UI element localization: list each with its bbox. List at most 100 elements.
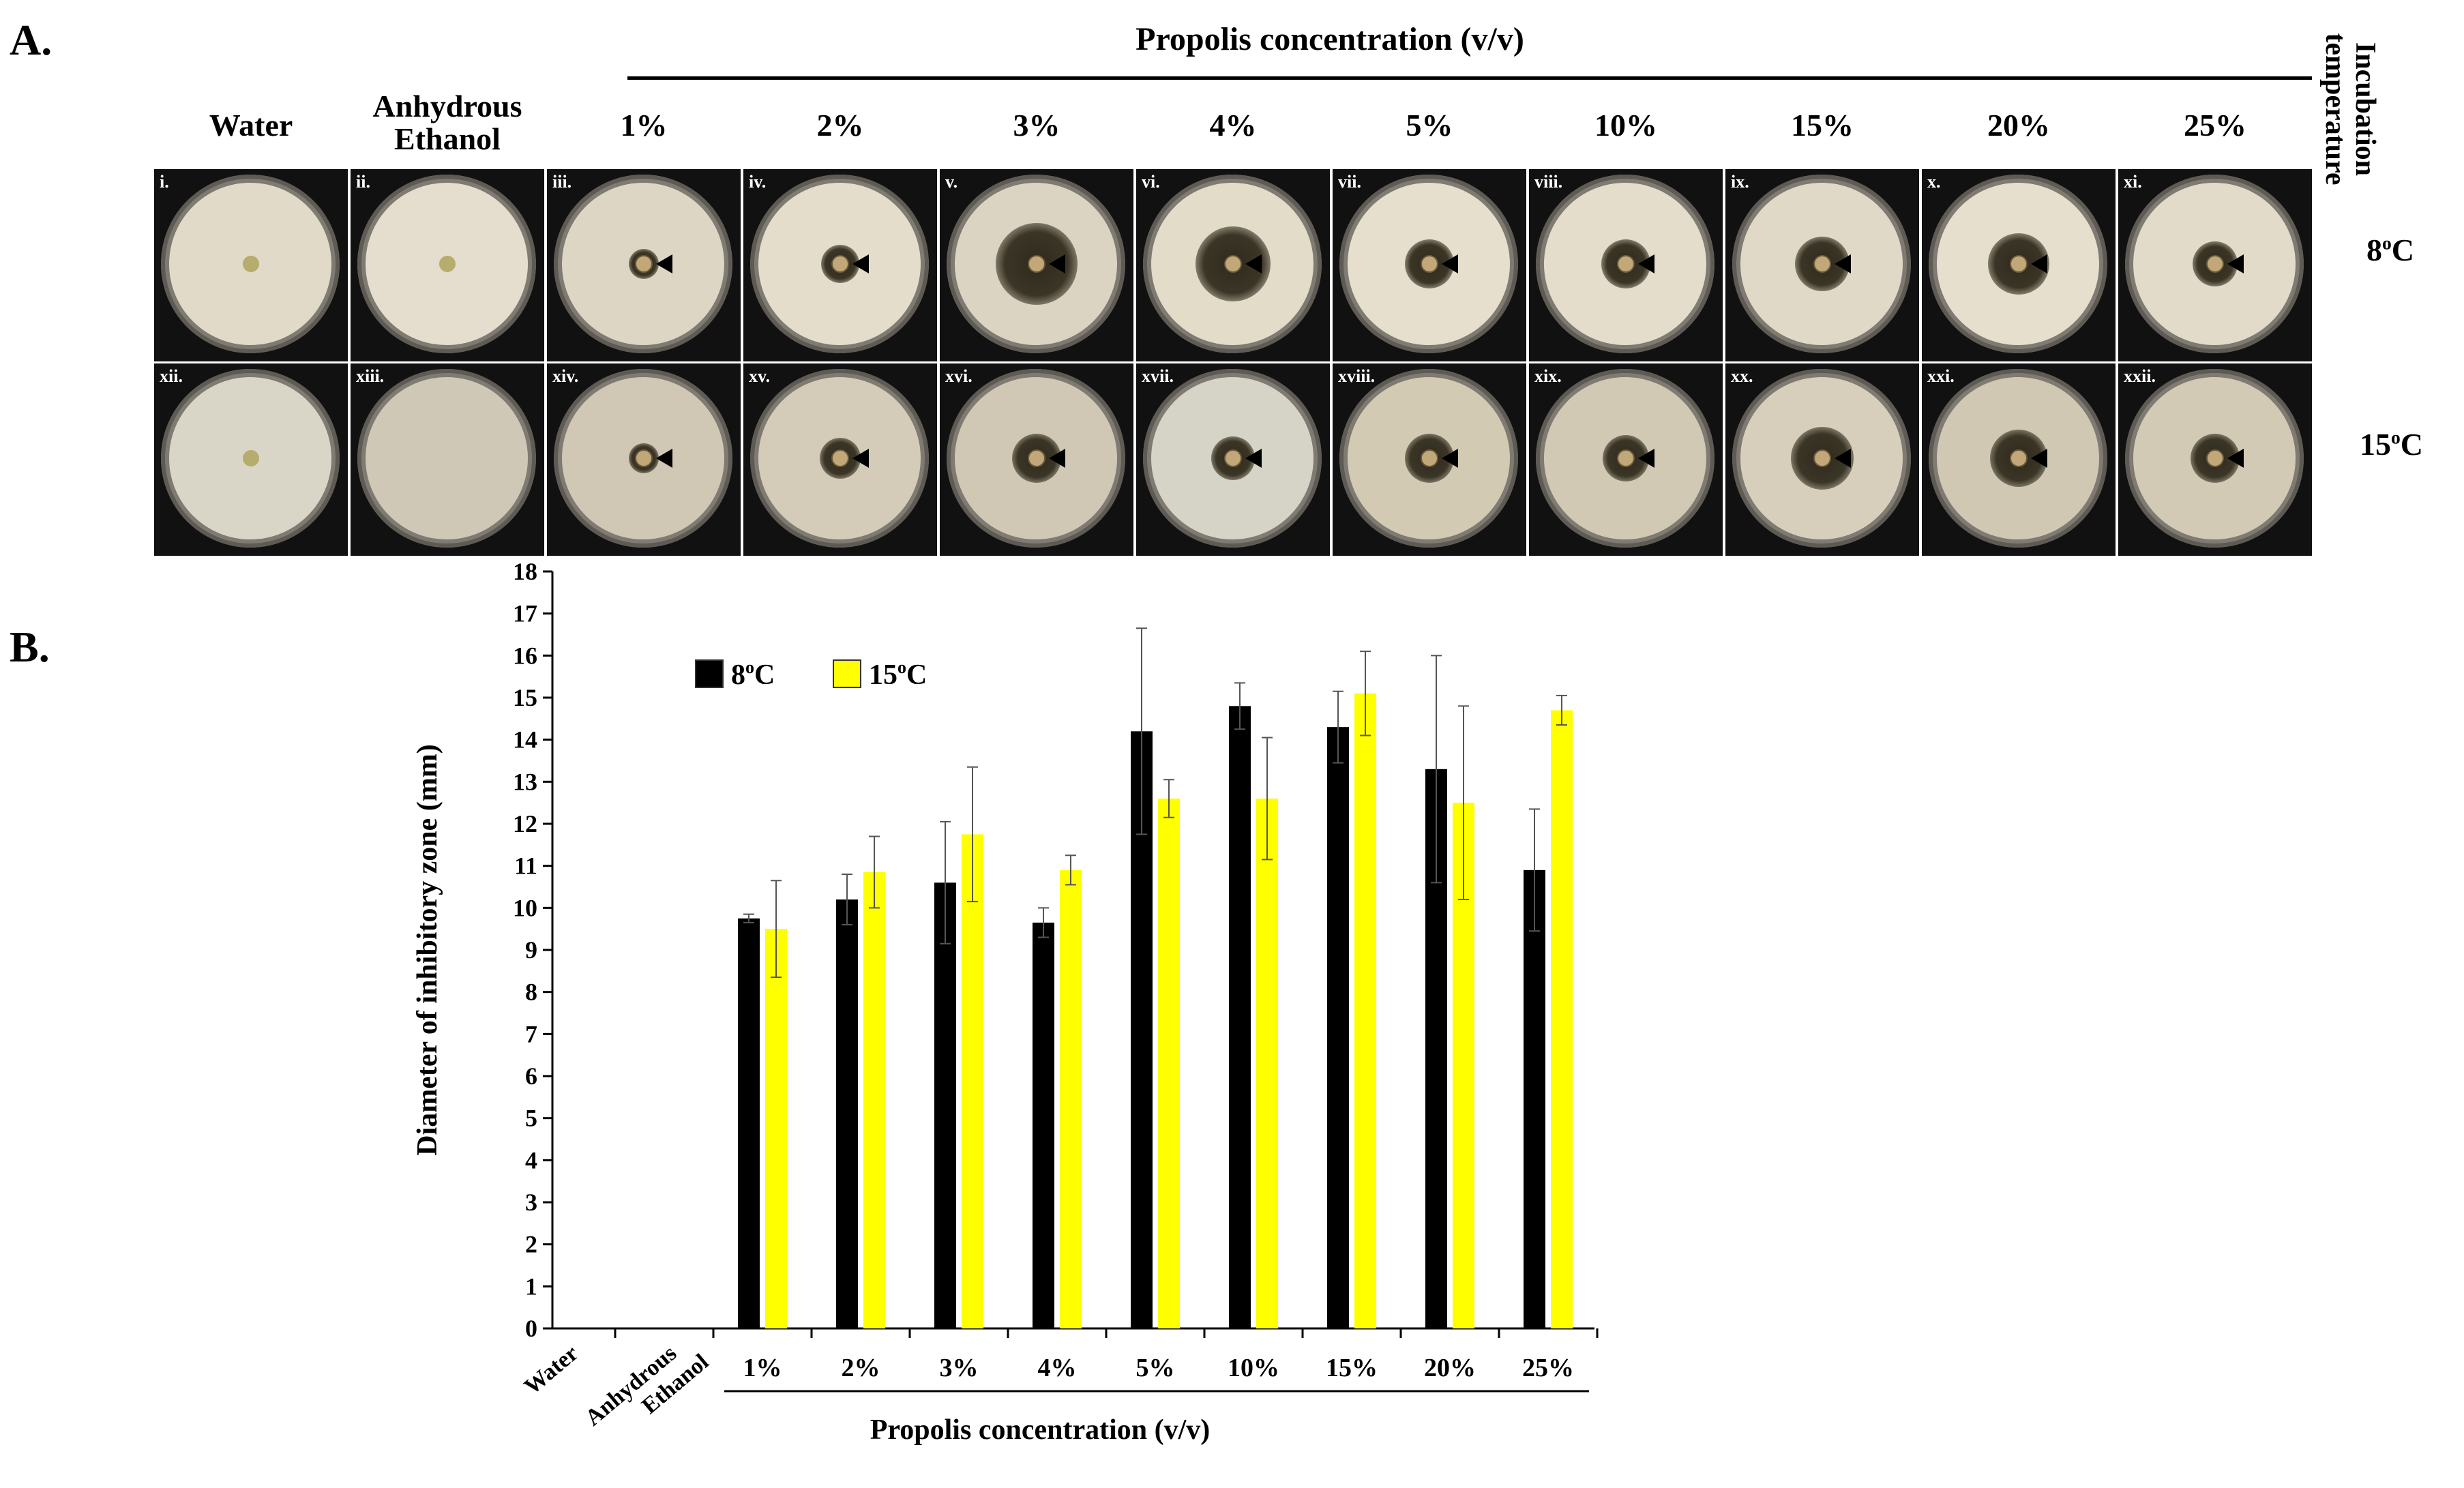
header-rule — [627, 76, 2312, 80]
y-tick-label: 3 — [525, 1189, 537, 1216]
plate-number: xix. — [1534, 366, 1562, 386]
culture-plate-image: xxii. — [2118, 363, 2312, 556]
plate-number: xxii. — [2124, 366, 2156, 386]
x-tick-label: AnhydrousEthanol — [580, 1328, 713, 1452]
culture-plate-image: ix. — [1725, 169, 1919, 361]
paper-disc — [635, 255, 653, 273]
column-header-line: 20% — [1987, 108, 2050, 143]
column-header-line: 10% — [1594, 108, 1657, 143]
control-spot — [439, 256, 456, 272]
y-axis-title: Diameter of inhibitory zone (mm) — [412, 744, 443, 1155]
arrowhead-icon — [1442, 254, 1458, 273]
column-header: 20% — [1915, 108, 2122, 143]
x-tick-label: 2% — [842, 1354, 880, 1382]
plate-number: x. — [1927, 172, 1941, 192]
culture-plate-image: xv. — [743, 363, 937, 556]
plate-number: xv. — [749, 366, 771, 386]
arrowhead-icon — [1049, 254, 1065, 273]
y-tick-label: 11 — [514, 852, 537, 880]
column-header: Anhydrous Ethanol — [344, 89, 551, 156]
plate-number: xiii. — [356, 366, 385, 386]
plate-number: vi. — [1142, 172, 1160, 192]
column-header: Water — [147, 108, 355, 143]
y-tick-label: 7 — [525, 1020, 537, 1047]
bar-8c — [738, 918, 760, 1328]
legend-label-part: o — [745, 657, 754, 677]
row-label-15c-text: 15oC — [2360, 426, 2424, 462]
column-header: 15% — [1719, 108, 1926, 143]
panel-b-label: B. — [10, 623, 50, 671]
bar-15c — [863, 872, 885, 1328]
column-header-line: 1% — [620, 108, 668, 143]
plate-number: i. — [160, 172, 169, 192]
paper-disc — [1813, 449, 1831, 467]
culture-plate-image: vii. — [1333, 169, 1526, 361]
y-tick-label: 4 — [525, 1146, 537, 1174]
y-tick-label: 15 — [513, 684, 537, 711]
y-tick-label: 2 — [525, 1231, 537, 1258]
paper-disc — [1421, 449, 1438, 467]
column-header: 5% — [1326, 108, 1533, 142]
legend-label-part: C — [754, 659, 775, 691]
column-header: 10% — [1522, 108, 1730, 143]
column-header-line: 2% — [816, 108, 864, 143]
bar-8c — [1524, 869, 1545, 1328]
plate-number: xxi. — [1927, 366, 1955, 386]
column-header-line: 4% — [1209, 108, 1257, 143]
culture-plate-image: ii. — [351, 169, 544, 361]
bacterial-lawn — [366, 377, 528, 539]
y-tick-label: 16 — [513, 642, 537, 669]
culture-plate-image: xi. — [2118, 169, 2312, 361]
plate-number: xii. — [160, 366, 183, 386]
plate-number: xx. — [1731, 366, 1753, 386]
x-tick-label: 1% — [743, 1354, 782, 1382]
paper-disc — [2206, 255, 2224, 273]
legend-label-part: 15 — [869, 659, 897, 691]
column-header: 25% — [2111, 108, 2319, 143]
bar-8c — [836, 899, 858, 1328]
culture-plate-image: iv. — [743, 169, 937, 361]
plate-number: viii. — [1534, 172, 1563, 192]
row-label-15c: 15oC — [2360, 426, 2423, 462]
x-tick-label: 4% — [1038, 1354, 1077, 1382]
arrowhead-icon — [1049, 449, 1065, 468]
bar-15c — [1060, 869, 1082, 1328]
x-tick-label: 5% — [1136, 1354, 1175, 1382]
paper-disc — [1224, 449, 1242, 467]
y-tick-label: 5 — [525, 1105, 537, 1132]
bar-8c — [1229, 706, 1251, 1328]
bar-8c — [1327, 727, 1349, 1328]
legend-label-8c: 8oC — [731, 657, 775, 691]
x-tick-label-line: Water — [520, 1341, 583, 1400]
column-header-line: Water — [209, 108, 293, 143]
bar-15c — [1256, 799, 1278, 1328]
row-label-8c-text: 8oC — [2366, 232, 2415, 267]
column-header-line: 15% — [1791, 108, 1854, 143]
plate-number: vii. — [1338, 172, 1361, 192]
column-header-line: 3% — [1013, 108, 1060, 143]
control-spot — [243, 256, 259, 272]
column-header-line: Anhydrous — [372, 89, 522, 123]
culture-plate-image: iii. — [547, 169, 741, 361]
culture-plate-image: vi. — [1136, 169, 1330, 361]
arrowhead-icon — [1245, 449, 1262, 468]
column-header: 2% — [737, 108, 944, 143]
paper-disc — [1224, 255, 1242, 273]
culture-plate-image: xvii. — [1136, 363, 1330, 556]
culture-plate-image: xix. — [1529, 363, 1723, 556]
paper-disc — [1028, 255, 1045, 273]
x-tick-label: 3% — [940, 1354, 979, 1382]
y-tick-label: 17 — [513, 600, 537, 627]
x-tick-label: 15% — [1326, 1354, 1378, 1382]
panel-a-header: Propolis concentration (v/v) — [1135, 21, 1524, 57]
culture-plate-image: v. — [940, 169, 1133, 361]
legend-swatch-15c — [833, 659, 861, 688]
column-header-line: 25% — [2184, 108, 2246, 143]
bar-8c — [934, 882, 956, 1328]
legend-swatch-8c — [695, 659, 724, 688]
culture-plate-image: x. — [1922, 169, 2116, 361]
plate-number: xvi. — [945, 366, 973, 386]
arrowhead-icon — [1638, 254, 1654, 273]
paper-disc — [1617, 255, 1635, 273]
